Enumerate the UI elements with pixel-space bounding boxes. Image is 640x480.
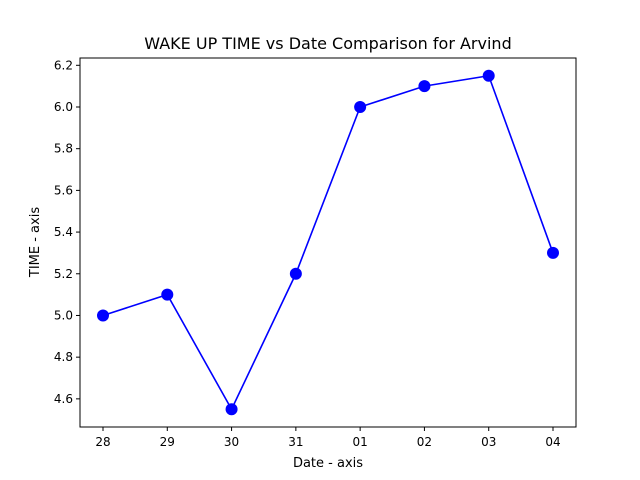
data-point	[225, 403, 238, 416]
x-axis: 28 29 30 31 01 02 03 04	[95, 427, 561, 449]
y-tick-label: 5.8	[54, 142, 73, 156]
x-tick-label: 01	[353, 435, 368, 449]
x-tick-label: 28	[95, 435, 110, 449]
y-tick-label: 5.2	[54, 267, 73, 281]
y-axis-label: TIME - axis	[28, 207, 43, 278]
series-layer	[97, 69, 559, 416]
series-line	[102, 74, 554, 412]
x-tick-label: 03	[481, 435, 496, 449]
x-tick-label: 29	[160, 435, 175, 449]
x-tick-label: 02	[417, 435, 432, 449]
data-point	[97, 309, 109, 322]
x-tick-label: 31	[288, 435, 303, 449]
data-point	[547, 246, 559, 259]
x-tick-label: 04	[545, 435, 560, 449]
x-tick-label: 30	[224, 435, 239, 449]
y-tick-label: 6.0	[54, 100, 73, 114]
y-tick-label: 6.2	[54, 58, 73, 72]
plot-area	[79, 57, 577, 428]
data-point	[289, 267, 302, 280]
y-tick-label: 5.4	[54, 225, 73, 239]
chart-title: WAKE UP TIME vs Date Comparison for Arvi…	[144, 34, 511, 53]
data-point	[354, 100, 367, 113]
y-tick-label: 4.8	[54, 350, 73, 364]
y-tick-label: 5.6	[54, 183, 73, 197]
data-point	[482, 69, 495, 82]
data-point	[418, 80, 431, 93]
x-axis-label: Date - axis	[293, 456, 363, 471]
y-tick-label: 5.0	[54, 308, 73, 322]
data-point	[161, 288, 174, 301]
y-tick-label: 4.6	[54, 392, 73, 406]
y-axis: 4.6 4.8 5.0 5.2 5.4 5.6 5.8 6.0 6.2	[54, 58, 80, 406]
